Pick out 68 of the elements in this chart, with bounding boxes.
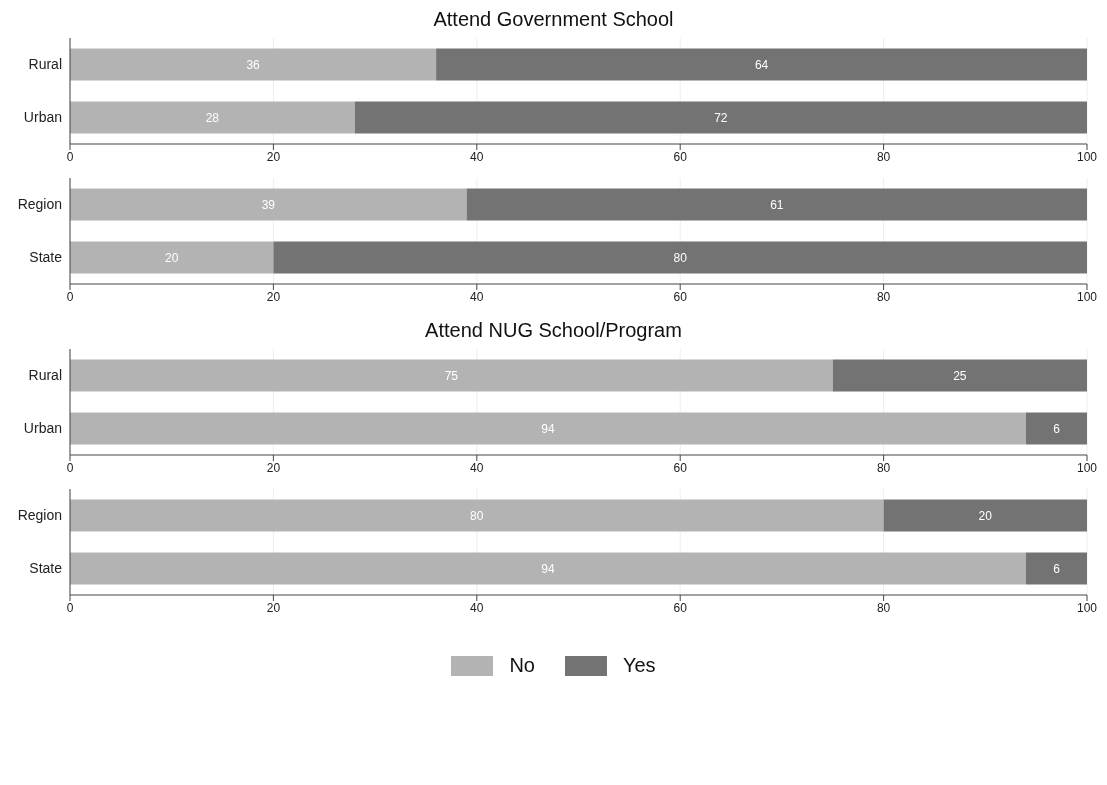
data-label: 80: [470, 508, 484, 523]
data-label: 28: [205, 110, 220, 125]
x-tick-label: 20: [266, 289, 281, 304]
x-tick-label: 0: [66, 289, 74, 304]
x-tick-label: 40: [470, 289, 484, 304]
x-tick-label: 40: [470, 460, 484, 475]
bar: [436, 48, 1087, 81]
data-label: 64: [754, 57, 769, 72]
data-label: 6: [1053, 421, 1061, 436]
data-label: 94: [541, 561, 555, 576]
y-tick-label: Rural: [28, 56, 62, 73]
y-tick-label: State: [29, 560, 63, 577]
chart-title: Attend Government School: [432, 8, 675, 31]
bar: [832, 359, 1087, 392]
bar: [70, 48, 437, 81]
bar: [70, 101, 355, 134]
y-tick-label: Urban: [23, 109, 62, 126]
x-tick-label: 80: [876, 289, 891, 304]
data-label: 75: [444, 368, 459, 383]
data-label: 72: [714, 110, 728, 125]
data-label: 20: [165, 250, 179, 265]
x-tick-label: 0: [66, 149, 74, 164]
y-tick-label: Urban: [23, 420, 62, 437]
x-tick-label: 100: [1076, 600, 1098, 615]
bar: [70, 359, 833, 392]
bar: [70, 412, 1026, 445]
x-tick-label: 20: [266, 149, 281, 164]
bar: [70, 241, 274, 274]
y-tick-label: Region: [17, 507, 62, 524]
x-tick-label: 0: [66, 600, 74, 615]
bar: [354, 101, 1087, 134]
x-tick-label: 80: [876, 149, 891, 164]
data-label: 39: [261, 197, 276, 212]
x-tick-label: 100: [1076, 289, 1098, 304]
x-tick-label: 80: [876, 600, 891, 615]
bar: [883, 499, 1087, 532]
data-label: 25: [953, 368, 967, 383]
data-label: 61: [770, 197, 784, 212]
data-label: 94: [541, 421, 555, 436]
x-tick-label: 100: [1076, 149, 1098, 164]
y-tick-label: Region: [17, 196, 62, 213]
bar: [466, 188, 1087, 221]
x-tick-label: 100: [1076, 460, 1098, 475]
x-tick-label: 60: [673, 600, 688, 615]
x-tick-label: 60: [673, 149, 688, 164]
x-tick-label: 60: [673, 289, 688, 304]
chart-title: Attend NUG School/Program: [424, 319, 683, 342]
bar: [70, 499, 884, 532]
bar: [70, 552, 1026, 585]
bar: [70, 188, 467, 221]
x-tick-label: 80: [876, 460, 891, 475]
x-tick-label: 40: [470, 149, 484, 164]
data-label: 20: [978, 508, 993, 523]
data-label: 36: [246, 57, 261, 72]
y-tick-label: Rural: [28, 367, 62, 384]
bar: [1025, 552, 1087, 585]
bar: [273, 241, 1087, 274]
y-tick-label: State: [29, 249, 63, 266]
data-label: 6: [1053, 561, 1061, 576]
x-tick-label: 40: [470, 600, 484, 615]
legend-label: No: [509, 654, 535, 677]
x-tick-label: 60: [673, 460, 688, 475]
legend-label: Yes: [622, 654, 656, 677]
data-label: 80: [673, 250, 688, 265]
x-tick-label: 20: [266, 600, 281, 615]
bar: [1025, 412, 1087, 445]
x-tick-label: 0: [66, 460, 74, 475]
x-tick-label: 20: [266, 460, 281, 475]
